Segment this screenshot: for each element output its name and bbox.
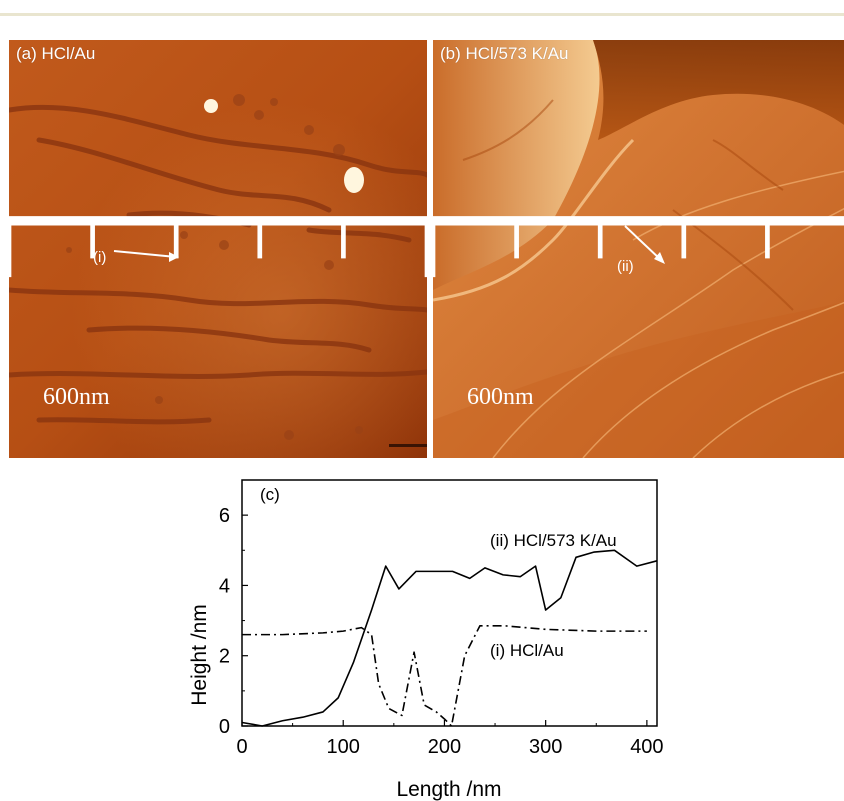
x-tick-label: 400	[630, 736, 663, 758]
panel-label-c: (c)	[260, 485, 280, 504]
panel-label-b: (b) HCl/573 K/Au	[440, 44, 569, 63]
afm-surface-a	[9, 40, 427, 458]
scale-bar-label-a: 600nm	[43, 384, 110, 410]
afm-image-a: (a) HCl/Au (i) 600nm	[9, 40, 427, 458]
plot-frame	[241, 479, 658, 727]
arrow-i	[113, 250, 177, 258]
bright-particle	[204, 99, 218, 113]
y-tick-label: 6	[219, 505, 230, 527]
scale-bar-a	[9, 216, 427, 278]
series-line-i	[242, 625, 647, 727]
series-label-i: (i) HCl/Au	[490, 641, 564, 660]
x-tick-label: 200	[428, 736, 461, 758]
series-line-ii	[241, 549, 658, 727]
y-axis-label: Height /nm	[188, 604, 211, 706]
afm-surface-b	[433, 40, 844, 458]
x-tick-label: 100	[327, 736, 360, 758]
y-tick-label: 4	[219, 575, 230, 597]
bright-particle	[344, 167, 364, 193]
scale-bar-label-b: 600nm	[467, 384, 534, 410]
afm-image-b: (b) HCl/573 K/Au (ii) 600nm	[433, 40, 844, 458]
y-tick-label: 2	[219, 646, 230, 668]
arrow-head-icon	[654, 252, 665, 264]
x-axis-label: Length /nm	[396, 778, 501, 801]
arrow-ii	[624, 225, 662, 261]
x-tick-label: 300	[529, 736, 562, 758]
top-rule	[0, 13, 844, 16]
x-tick-label: 0	[236, 736, 247, 758]
panel-label-a: (a) HCl/Au	[16, 44, 96, 63]
pointer-label-i: (i)	[93, 249, 107, 266]
series-label-ii: (ii) HCl/573 K/Au	[490, 531, 617, 550]
scale-bar-b	[433, 216, 844, 278]
pointer-label-ii: (ii)	[617, 258, 634, 275]
y-tick-label: 0	[219, 716, 230, 738]
